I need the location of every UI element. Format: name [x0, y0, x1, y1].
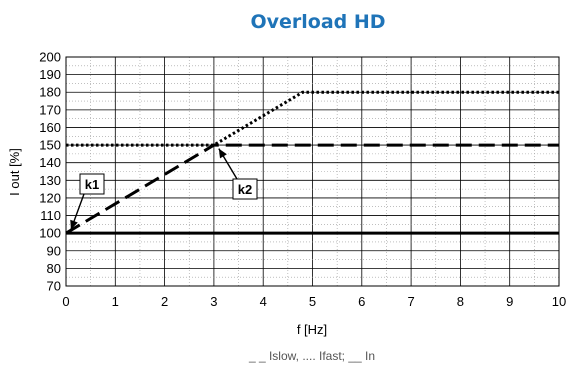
x-axis-label: f [Hz] [297, 322, 327, 337]
y-tick-label: 100 [39, 226, 61, 241]
y-tick-label: 200 [39, 50, 61, 65]
x-tick-label: 0 [62, 294, 69, 309]
y-tick-label: 110 [40, 208, 61, 223]
y-tick-label: 150 [39, 138, 61, 153]
annotations: k1 k2 [70, 148, 258, 230]
y-axis-label: I out [%] [7, 148, 22, 196]
y-tick-label: 190 [39, 67, 61, 82]
legend-caption: _ _ Islow, .... Ifast; __ In [248, 349, 375, 363]
x-tick-label: 9 [506, 294, 513, 309]
annotation-k2: k2 [218, 148, 258, 200]
x-tick-label: 6 [358, 294, 365, 309]
annotation-arrowhead [218, 148, 227, 159]
annotation-arrowhead [70, 219, 78, 230]
x-tick-label: 7 [407, 294, 414, 309]
annotation-box [232, 178, 258, 200]
tick-labels: 0 1 2 3 4 5 6 7 8 9 10 70 80 90 100 110 120 130 140 150 160 1… [39, 50, 566, 310]
annotation-box [79, 173, 105, 195]
annotation-label: k2 [238, 182, 252, 197]
annotation-label: k1 [85, 177, 99, 192]
chart-title: Overload HD [250, 11, 385, 33]
x-tick-label: 4 [260, 294, 267, 309]
x-tick-label: 3 [210, 294, 217, 309]
x-tick-label: 1 [112, 294, 119, 309]
series-lines [65, 90, 559, 235]
y-tick-label: 90 [47, 243, 61, 258]
y-tick-label: 170 [39, 102, 61, 117]
y-tick-label: 80 [47, 261, 61, 276]
plot-frame [65, 56, 560, 287]
y-tick-label: 120 [39, 190, 61, 205]
y-tick-label: 130 [39, 173, 61, 188]
x-tick-label: 5 [309, 294, 316, 309]
y-tick-label: 70 [47, 279, 61, 294]
y-tick-label: 180 [39, 85, 61, 100]
x-tick-label: 2 [161, 294, 168, 309]
x-tick-label: 8 [457, 294, 464, 309]
series-line-islow [65, 143, 559, 235]
x-tick-label: 10 [552, 294, 566, 309]
y-tick-label: 140 [39, 155, 61, 170]
annotation-k1: k1 [70, 173, 105, 230]
grid [65, 56, 560, 287]
y-tick-label: 160 [39, 120, 61, 135]
